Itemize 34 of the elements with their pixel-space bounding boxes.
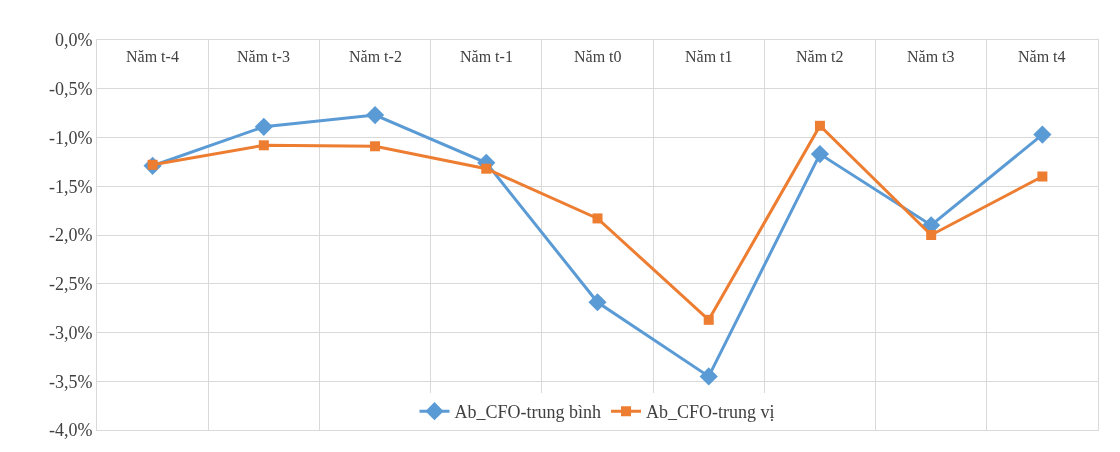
y-tick-label: -3,5% <box>48 371 93 392</box>
x-tick-label: Năm t-4 <box>126 48 179 65</box>
y-tick-label: -2,5% <box>48 274 93 295</box>
point <box>810 144 830 164</box>
y-tick-label: 0,0% <box>54 30 93 51</box>
point <box>1033 125 1052 144</box>
point <box>1037 171 1048 182</box>
x-tick-label: Năm t3 <box>907 48 955 65</box>
y-tick-label: -4,0% <box>48 420 93 441</box>
y-tick-label: -2,0% <box>48 225 93 246</box>
point <box>365 105 385 125</box>
legend-label: Ab_CFO-trung bình <box>454 402 602 423</box>
point <box>703 314 714 325</box>
x-tick-label: Năm t0 <box>574 48 622 65</box>
point <box>592 213 603 224</box>
y-tick-label: -1,5% <box>48 176 93 197</box>
x-tick-label: Năm t-1 <box>460 48 513 65</box>
point <box>258 140 269 151</box>
x-tick-label: Năm t-2 <box>349 48 402 65</box>
y-tick-label: -1,0% <box>48 127 93 148</box>
y-tick-label: -0,5% <box>48 79 93 100</box>
point <box>254 117 273 136</box>
x-tick-label: Năm t1 <box>685 48 733 65</box>
x-tick-label: Năm t-3 <box>237 48 290 65</box>
x-tick-label: Năm t4 <box>1018 48 1066 65</box>
point <box>588 293 607 312</box>
point <box>926 230 937 240</box>
point <box>814 120 825 131</box>
legend-label: Ab_CFO-trung vị <box>646 402 775 423</box>
point <box>370 141 381 152</box>
x-tick-label: Năm t2 <box>796 48 844 65</box>
point <box>699 367 718 386</box>
point <box>481 163 492 174</box>
y-tick-label: -3,0% <box>48 322 93 343</box>
